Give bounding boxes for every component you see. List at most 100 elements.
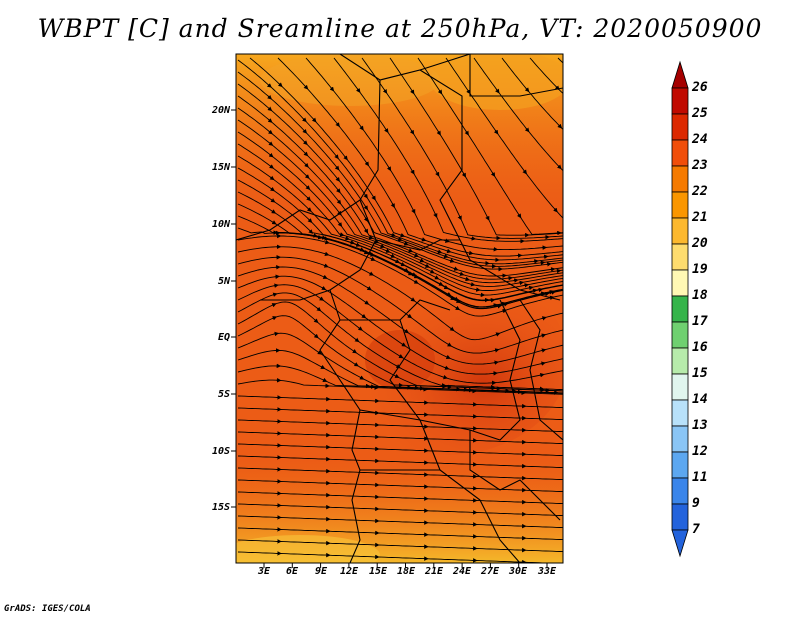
colorbar-bin bbox=[671, 321, 689, 349]
streamline bbox=[501, 57, 563, 130]
streamline-arrow bbox=[399, 232, 406, 238]
streamline-arrow bbox=[343, 155, 348, 161]
streamline-arrow bbox=[455, 298, 461, 303]
streamline-arrow bbox=[403, 328, 409, 334]
colorbar-bin bbox=[671, 295, 689, 323]
map-frame bbox=[235, 53, 564, 564]
streamline-arrow bbox=[556, 164, 562, 170]
streamline-arrow bbox=[303, 84, 309, 90]
colorbar-bin bbox=[671, 165, 689, 193]
colorbar-bin bbox=[671, 399, 689, 427]
streamline-arrow bbox=[344, 236, 350, 241]
streamline-arrow bbox=[437, 89, 443, 95]
streamline-arrow bbox=[361, 313, 367, 319]
streamline bbox=[237, 527, 563, 541]
streamline-arrow bbox=[385, 248, 391, 253]
lon-label-15e: 15E bbox=[368, 566, 388, 577]
streamline-arrow bbox=[495, 88, 500, 94]
colorbar-bottom-triangle bbox=[671, 529, 689, 558]
streamline-arrow bbox=[444, 238, 450, 243]
streamline-arrow bbox=[390, 203, 395, 209]
streamline-arrow bbox=[337, 222, 343, 228]
streamline-arrow bbox=[437, 249, 443, 254]
chart-title: WBPT [C] and Sreamline at 250hPa, VT: 20… bbox=[37, 14, 763, 43]
streamline-arrow bbox=[323, 263, 329, 268]
streamline-arrow bbox=[419, 258, 425, 263]
wbpt-field bbox=[236, 54, 563, 563]
streamline-arrow bbox=[371, 195, 376, 201]
streamline-arrow bbox=[449, 258, 455, 263]
streamline-arrow bbox=[320, 364, 326, 369]
streamline-arrow bbox=[447, 342, 453, 347]
streamline-arrow bbox=[413, 253, 419, 258]
streamline-arrow bbox=[368, 235, 374, 240]
streamline-arrow bbox=[368, 271, 374, 276]
streamline bbox=[237, 284, 563, 384]
streamline bbox=[237, 419, 563, 433]
streamline-arrow bbox=[410, 89, 415, 95]
colorbar-label: 16 bbox=[692, 340, 708, 355]
streamline-arrow bbox=[464, 276, 471, 282]
streamline-arrow bbox=[334, 154, 339, 160]
streamline bbox=[237, 59, 563, 265]
streamline-arrow bbox=[271, 209, 277, 214]
streamline-arrow bbox=[541, 348, 547, 353]
streamline bbox=[557, 57, 563, 64]
streamline-arrow bbox=[475, 287, 481, 292]
streamline-arrow bbox=[494, 348, 500, 353]
streamline-arrow bbox=[540, 361, 546, 366]
streamline-arrow bbox=[470, 282, 476, 287]
streamline bbox=[237, 256, 563, 354]
lon-label-9e: 9E bbox=[314, 566, 328, 577]
colorbar-label: 11 bbox=[692, 470, 708, 485]
colorbar-label: 23 bbox=[692, 158, 708, 173]
lat-label-10n: 10N bbox=[211, 219, 230, 230]
streamline-arrow bbox=[380, 243, 386, 249]
lon-label-12e: 12E bbox=[339, 566, 359, 577]
streamline-arrow bbox=[354, 337, 360, 343]
streamline-arrow bbox=[546, 262, 552, 267]
streamline-arrow bbox=[302, 140, 308, 146]
streamline-arrow bbox=[409, 129, 415, 135]
streamline-arrow bbox=[537, 287, 544, 293]
streamline-arrow bbox=[319, 296, 325, 301]
streamline-arrow bbox=[339, 232, 345, 237]
streamline bbox=[237, 119, 563, 284]
streamline-arrow bbox=[353, 362, 359, 367]
streamline-arrow bbox=[516, 213, 522, 219]
streamline bbox=[237, 292, 563, 391]
colorbar-bin bbox=[671, 87, 689, 115]
streamline-arrow bbox=[273, 283, 279, 288]
streamline-arrow bbox=[442, 374, 448, 380]
streamline-arrow bbox=[429, 269, 435, 274]
streamline-arrow bbox=[267, 94, 273, 100]
lat-label-10s: 10S bbox=[211, 446, 230, 457]
streamline-arrow bbox=[433, 213, 438, 219]
lon-label-33e: 33E bbox=[537, 566, 557, 577]
streamline-arrow bbox=[490, 298, 496, 303]
streamline-arrow bbox=[311, 117, 317, 123]
streamline-arrow bbox=[363, 228, 369, 234]
streamline bbox=[237, 515, 563, 529]
streamline-arrow bbox=[277, 82, 283, 88]
streamline-arrow bbox=[267, 106, 273, 112]
streamline-arrow bbox=[303, 151, 309, 157]
streamline bbox=[333, 57, 563, 242]
streamline-arrow bbox=[453, 266, 459, 271]
lon-label-6e: 6E bbox=[285, 566, 299, 577]
streamline-arrow bbox=[321, 285, 327, 291]
lon-label-24e: 24E bbox=[452, 566, 472, 577]
streamline-arrow bbox=[446, 248, 452, 254]
colorbar-bin bbox=[671, 243, 689, 271]
streamline-arrow bbox=[337, 210, 342, 216]
streamline-arrow bbox=[334, 165, 340, 171]
streamline-arrow bbox=[364, 161, 370, 167]
streamline-arrow bbox=[335, 122, 340, 128]
streamline-arrow bbox=[267, 129, 273, 135]
streamline-arrow bbox=[307, 218, 313, 223]
streamline-arrow bbox=[352, 349, 358, 354]
streamline-arrow bbox=[550, 290, 557, 295]
colorbar-bin bbox=[671, 451, 689, 479]
colorbar-label: 24 bbox=[692, 132, 708, 147]
lon-label-27e: 27E bbox=[480, 566, 500, 577]
